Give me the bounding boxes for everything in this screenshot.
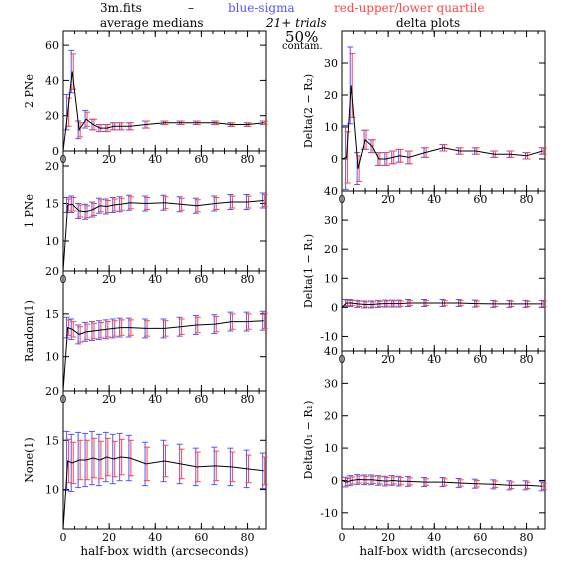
left-3-ytick-label: 15 [45, 308, 59, 321]
right-2-xtick-label: 40 [427, 353, 441, 366]
left-2-ytick-label: 15 [45, 198, 59, 211]
right-3-series-line [341, 478, 543, 487]
left-4-xlabel: half-box width (arcseconds) [80, 544, 248, 558]
right-1-xtick-label: 40 [427, 193, 441, 206]
left-2-xtick-label: 40 [148, 273, 162, 286]
right-3-xtick-label: 40 [427, 531, 441, 544]
right-3-xlabel: half-box width (arcseconds) [359, 544, 527, 558]
right-3-ytick-label: 20 [324, 410, 338, 423]
left-2-frame [62, 150, 267, 272]
left-4-xtick-label: 40 [148, 531, 162, 544]
right-2-xtick-label: 20 [381, 353, 395, 366]
right-1-xtick-label: 20 [381, 193, 395, 206]
right-1-ytick-label: 30 [324, 57, 338, 70]
right-1-series-line [341, 85, 543, 169]
left-2-ytick-label: 20 [45, 160, 59, 173]
left-4-xtick-label: 80 [241, 531, 255, 544]
left-2-xtick-label: 80 [241, 273, 255, 286]
left-2-xtick-label: 20 [102, 273, 116, 286]
left-4-series-line [62, 456, 264, 530]
right-1-ytick-label: 20 [324, 89, 338, 102]
left-4-ytick-label: 10 [45, 484, 59, 497]
right-1-xtick-label: 60 [473, 193, 487, 206]
right-3-ylabel: Delta(0₁ − R₁) [302, 401, 315, 480]
right-1-xtick-label: 80 [520, 193, 534, 206]
left-2-ylabel: 1 PNe [23, 194, 36, 228]
right-2-ytick-label: -10 [320, 330, 338, 343]
left-3-ytick-label: 10 [45, 351, 59, 364]
right-3-xtick-label: 20 [381, 531, 395, 544]
right-1-ylabel: Delta(2 − R₂) [302, 74, 315, 148]
left-1-ytick-label: 20 [45, 110, 59, 123]
header-dash: – [188, 1, 194, 15]
right-2-xtick-label: 60 [473, 353, 487, 366]
left-2-series-line [62, 200, 264, 272]
file-name-label: 3m.fits [100, 1, 142, 15]
right-2-frame [341, 190, 546, 352]
left-1-xtick-label: 40 [148, 153, 162, 166]
left-3-xtick-label: 60 [194, 393, 208, 406]
left-2-ytick-label: 10 [45, 235, 59, 248]
left-3-ylabel: Random(1) [23, 300, 36, 362]
right-1-ytick-label: 10 [324, 121, 338, 134]
left-3-xtick-label: 80 [241, 393, 255, 406]
left-2-xtick-label: 60 [194, 273, 208, 286]
right-3-xtick-label: 0 [339, 531, 346, 544]
right-2-ytick-label: 10 [324, 272, 338, 285]
trials-label: 21+ trials [266, 16, 327, 30]
right-3-ytick-label: 40 [324, 345, 338, 358]
left-4-ytick-label: 15 [45, 434, 59, 447]
left-4-ylabel: None(1) [23, 437, 36, 482]
right-3-ytick-label: -10 [320, 507, 338, 520]
left-column-title: average medians [100, 16, 204, 30]
quartile-legend-note: red-upper/lower quartile [334, 1, 485, 15]
right-3-ytick-label: 10 [324, 442, 338, 455]
left-1-series-line [62, 71, 264, 152]
contamination-percent: 50% [285, 28, 319, 46]
right-2-xtick-label: 80 [520, 353, 534, 366]
left-1-xtick-label: 20 [102, 153, 116, 166]
left-3-xtick-label: 20 [102, 393, 116, 406]
left-1-ytick-label: 60 [45, 39, 59, 52]
right-2-ytick-label: 30 [324, 214, 338, 227]
left-3-ytick-label: 20 [45, 265, 59, 278]
right-3-ytick-label: 0 [331, 474, 338, 487]
right-3-xtick-label: 80 [520, 531, 534, 544]
right-2-ytick-label: 0 [331, 301, 338, 314]
left-4-xtick-label: 20 [102, 531, 116, 544]
left-1-ytick-label: 40 [45, 74, 59, 87]
left-4-ytick-label: 20 [45, 385, 59, 398]
left-4-frame [62, 390, 267, 530]
right-1-ytick-label: 0 [331, 153, 338, 166]
left-4-xtick-label: 0 [60, 531, 67, 544]
contamination-label: contam. [282, 41, 323, 52]
left-1-frame [62, 30, 267, 152]
right-1-frame [341, 30, 546, 192]
right-3-ytick-label: 30 [324, 377, 338, 390]
left-4-xtick-label: 60 [194, 531, 208, 544]
left-3-xtick-label: 40 [148, 393, 162, 406]
left-1-ylabel: 2 PNe [23, 74, 36, 108]
right-column-title: delta plots [396, 16, 461, 30]
right-3-frame [341, 350, 546, 530]
right-2-series-line [341, 302, 543, 308]
left-1-xtick-label: 60 [194, 153, 208, 166]
sigma-legend-note: blue-sigma [228, 1, 295, 15]
right-2-ytick-label: 40 [324, 185, 338, 198]
left-1-ytick-label: 0 [52, 145, 59, 158]
left-3-series-line [62, 320, 264, 392]
right-3-xtick-label: 60 [473, 531, 487, 544]
right-2-ytick-label: 20 [324, 243, 338, 256]
left-1-xtick-label: 80 [241, 153, 255, 166]
right-2-ylabel: Delta(1 − R₁) [302, 234, 315, 308]
